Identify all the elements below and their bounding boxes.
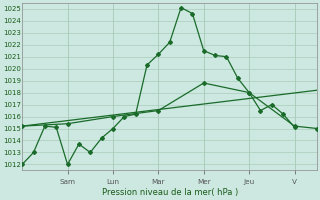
X-axis label: Pression niveau de la mer( hPa ): Pression niveau de la mer( hPa ) xyxy=(101,188,238,197)
